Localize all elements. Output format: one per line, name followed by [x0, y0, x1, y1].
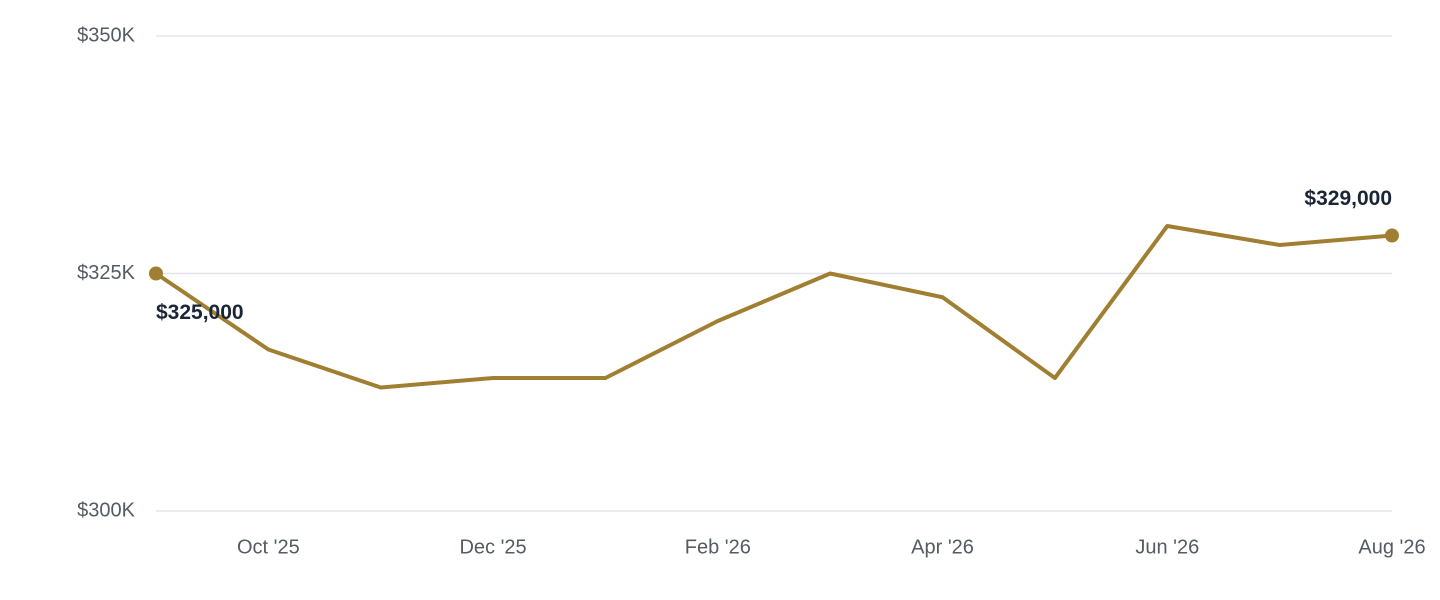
x-tick-label: Feb '26 [685, 536, 751, 558]
y-tick-label: $300K [77, 499, 135, 521]
x-tick-label: Aug '26 [1358, 536, 1425, 558]
x-tick-label: Apr '26 [911, 536, 974, 558]
x-tick-label: Jun '26 [1135, 536, 1199, 558]
y-tick-label: $350K [77, 24, 135, 46]
x-tick-label: Dec '25 [459, 536, 526, 558]
line [154, 224, 1393, 390]
x-tick-label: Oct '25 [237, 536, 300, 558]
y-tick-label: $325K [77, 262, 135, 284]
value-label: $329,000 [1304, 187, 1392, 210]
point [1385, 228, 1399, 243]
value-label: $325,000 [156, 301, 244, 324]
point [149, 266, 163, 281]
